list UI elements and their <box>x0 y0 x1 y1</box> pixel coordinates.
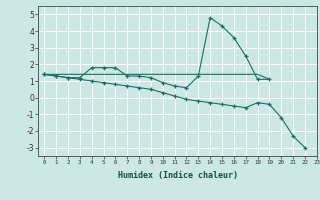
X-axis label: Humidex (Indice chaleur): Humidex (Indice chaleur) <box>118 171 238 180</box>
